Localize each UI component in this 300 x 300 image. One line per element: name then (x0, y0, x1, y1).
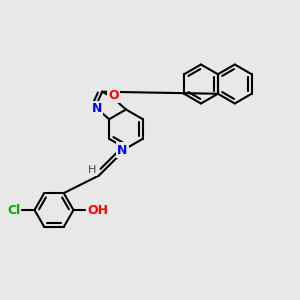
Text: OH: OH (87, 203, 108, 217)
Text: O: O (108, 89, 119, 102)
Text: N: N (117, 143, 128, 157)
Text: N: N (92, 102, 102, 115)
Text: H: H (88, 165, 97, 175)
Text: Cl: Cl (8, 203, 21, 217)
